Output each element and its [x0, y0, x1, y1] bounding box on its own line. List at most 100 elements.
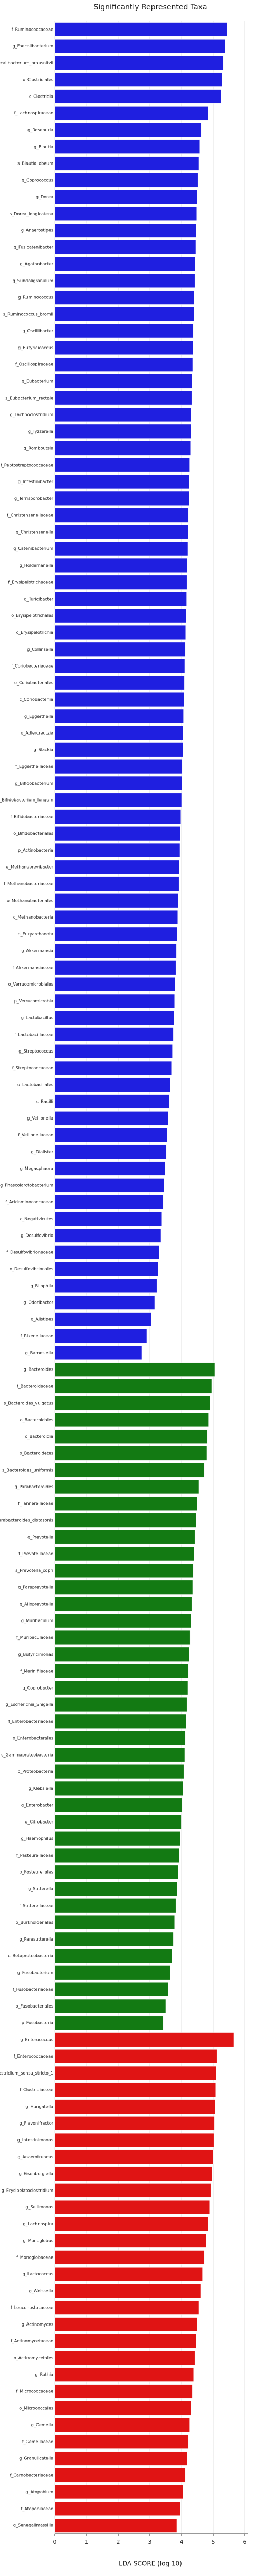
bar — [54, 1329, 147, 1344]
bar — [54, 2317, 198, 2332]
bar-label: g_Parabacteroides — [15, 1484, 53, 1489]
bar — [54, 508, 189, 523]
bar-label: o_Bifidobacteriales — [13, 831, 53, 836]
bar-label: p_Proteobacteria — [17, 1769, 53, 1774]
bar-label: g_Butyricimonas — [18, 1652, 53, 1657]
bar-label: o_Methanobacteriales — [7, 898, 53, 903]
bar-label: f_Rikenellaceae — [21, 1334, 53, 1338]
bar — [54, 1530, 195, 1545]
bar-label: f_Oscillospiraceae — [15, 362, 53, 367]
bar — [54, 2267, 203, 2282]
bar-label: g_Atopobium — [25, 2490, 53, 2494]
bar — [54, 1614, 192, 1628]
bar — [54, 424, 191, 439]
bar-label: o_Burkholderiales — [16, 1920, 53, 1925]
bar-label: g_Lachnoclostridium — [10, 412, 54, 417]
bar-label: f_Streptococcaceae — [12, 1066, 53, 1070]
bar-label: f_Enterobacteriaceae — [8, 1719, 53, 1724]
bar-label: g_Bacteroides — [24, 1367, 53, 1372]
bar — [54, 759, 183, 774]
bar — [54, 1412, 209, 1427]
bar-label: g_Holdemanella — [20, 563, 53, 568]
bar-label: g_Christensenella — [16, 529, 53, 534]
bar-label: f_Akkermansiaceae — [12, 965, 53, 970]
bar — [54, 2032, 234, 2047]
bar-label: f_Erysipelotrichaceae — [8, 580, 53, 585]
bar — [54, 1396, 211, 1411]
bar-label: s_Prevotella_copri — [15, 1568, 53, 1573]
bar-label: g_Subdoligranulum — [13, 278, 53, 283]
bar — [54, 474, 190, 489]
bar — [54, 1781, 184, 1796]
bar-label: f_Monoglobaceae — [16, 2255, 53, 2260]
bar — [54, 860, 180, 874]
bar-label: g_Lachnospira — [23, 2222, 53, 2226]
bar-label: p_Actinobacteria — [18, 848, 53, 853]
bar-label: f_Veillonellaceae — [18, 1133, 53, 1137]
bar — [54, 374, 193, 389]
bar-label: g_Bilophila — [31, 1284, 54, 1288]
bar — [54, 2417, 190, 2433]
bar — [54, 558, 188, 573]
bar-label: g_Eggerthella — [24, 714, 53, 719]
bar — [54, 1681, 188, 1695]
bar — [54, 1345, 142, 1361]
bar — [54, 2334, 196, 2349]
bar — [54, 307, 194, 322]
bar-label: g_Dialister — [31, 1150, 54, 1154]
bar — [54, 1882, 177, 1896]
bar-label: g_Tyzzerella — [28, 429, 53, 434]
x-tick-label: 0 — [53, 2539, 57, 2545]
bar-label: g_Alistipes — [31, 1317, 53, 1321]
bar-label: g_Enterobacter — [21, 1803, 54, 1808]
bar-label: g_Granulicatella — [19, 2456, 53, 2461]
bar — [54, 1429, 208, 1444]
bar — [54, 206, 197, 221]
bar — [54, 2300, 200, 2315]
bar — [54, 1647, 190, 1662]
bar — [54, 1982, 169, 1997]
bar-label: g_Haemophilus — [21, 1836, 53, 1841]
bar — [54, 1513, 196, 1528]
bar-label: g_Odoribacter — [23, 1300, 53, 1305]
bar — [54, 1295, 155, 1310]
bar-label: f_Bifidobacteriaceae — [10, 814, 53, 819]
bar — [54, 2133, 214, 2148]
bar-label: f_Muribaculaceae — [16, 1635, 53, 1640]
bar-label: s_Faecalibacterium_prausnitzii — [0, 61, 53, 65]
x-axis-title: LDA SCORE (log 10) — [119, 2560, 182, 2568]
bar-label: g_Oscillibacter — [22, 329, 53, 333]
bar-label: g_Monoglobus — [23, 2239, 53, 2243]
bar — [54, 1932, 174, 1946]
bar — [54, 240, 196, 255]
bar — [54, 2401, 192, 2416]
bar — [54, 1278, 157, 1293]
bar-label: g_Streptococcus — [18, 1049, 53, 1054]
bar — [54, 1948, 173, 1963]
bar — [54, 843, 180, 858]
bar-label: g_Eisenbergiella — [19, 2172, 53, 2176]
bar-label: g_Weissella — [29, 2289, 53, 2293]
bar-label: s_Ruminococcus_bromii — [3, 312, 53, 316]
bar — [54, 2367, 194, 2382]
bar — [54, 2149, 214, 2164]
x-tick-label: 2 — [117, 2539, 120, 2545]
bar-label: g_Intestinibacter — [18, 479, 54, 484]
bar-label: g_Senegalimassilia — [13, 2523, 53, 2528]
bar — [54, 1127, 168, 1143]
bar — [54, 72, 223, 87]
bar-label: g_Catenibacterium — [13, 546, 53, 551]
bar — [54, 793, 182, 807]
bar — [54, 122, 202, 138]
bar-label: g_Klebsiella — [28, 1786, 53, 1791]
bar-label: f_Acidaminococcaceae — [5, 1200, 53, 1204]
bar — [54, 273, 195, 288]
bar-label: f_Methanobacteriaceae — [4, 881, 53, 886]
bar-label: g_Desulfovibrio — [21, 1233, 53, 1238]
x-tick-label: 1 — [85, 2539, 89, 2545]
bar — [54, 491, 189, 506]
bar-label: c_Bacilli — [36, 1099, 53, 1104]
bar — [54, 1597, 192, 1612]
bar-label: g_Butyricicoccus — [18, 345, 53, 350]
